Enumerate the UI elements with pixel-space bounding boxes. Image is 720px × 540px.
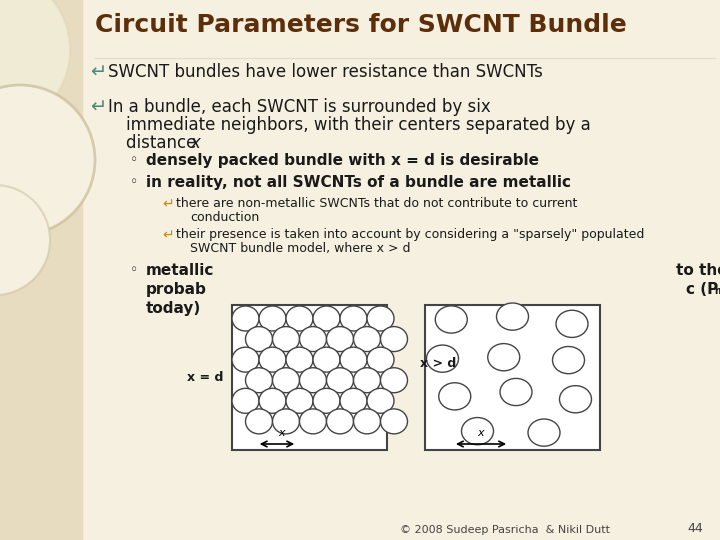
Ellipse shape [426,345,459,372]
Ellipse shape [313,347,340,372]
Ellipse shape [354,327,380,352]
Text: probab: probab [146,282,207,297]
Ellipse shape [462,417,493,445]
Ellipse shape [556,310,588,338]
Ellipse shape [487,343,520,371]
Ellipse shape [326,409,354,434]
Text: 44: 44 [687,522,703,535]
Ellipse shape [340,388,367,413]
Ellipse shape [380,409,408,434]
Text: x > d: x > d [420,357,456,370]
Ellipse shape [380,368,408,393]
Ellipse shape [259,388,286,413]
Text: x: x [190,134,200,152]
Bar [0,0,82,540]
Ellipse shape [300,368,326,393]
Ellipse shape [286,306,313,331]
Ellipse shape [528,419,560,446]
Bar [232,305,387,450]
Text: densely packed bundle with x = d is desirable: densely packed bundle with x = d is desi… [146,153,539,168]
Ellipse shape [340,347,367,372]
Ellipse shape [380,327,408,352]
Ellipse shape [313,388,340,413]
Text: ↵: ↵ [162,197,174,211]
Text: ↵: ↵ [90,98,107,117]
Ellipse shape [367,306,394,331]
Text: x: x [279,428,285,438]
Ellipse shape [232,388,259,413]
Ellipse shape [286,347,313,372]
Text: ↵: ↵ [90,63,107,82]
Text: SWCNT bundle model, where x > d: SWCNT bundle model, where x > d [190,242,410,255]
Text: today): today) [146,301,202,316]
Ellipse shape [246,368,272,393]
Ellipse shape [354,409,380,434]
Text: their presence is taken into account by considering a "sparsely" populated: their presence is taken into account by … [176,228,644,241]
Ellipse shape [497,303,528,330]
Ellipse shape [286,388,313,413]
Ellipse shape [340,306,367,331]
Text: metallic: metallic [146,263,215,278]
Text: Circuit Parameters for SWCNT Bundle: Circuit Parameters for SWCNT Bundle [95,13,626,37]
Ellipse shape [313,306,340,331]
Ellipse shape [272,368,300,393]
Text: there are non-metallic SWCNTs that do not contribute to current: there are non-metallic SWCNTs that do no… [176,197,577,210]
Ellipse shape [259,347,286,372]
Text: to the: to the [676,263,720,278]
Ellipse shape [232,347,259,372]
Ellipse shape [500,379,532,406]
Text: ◦: ◦ [130,153,138,167]
Circle shape [0,85,95,235]
Ellipse shape [246,409,272,434]
Ellipse shape [272,327,300,352]
Text: © 2008 Sudeep Pasricha  & Nikil Dutt: © 2008 Sudeep Pasricha & Nikil Dutt [400,525,610,535]
Text: ◦: ◦ [130,175,138,189]
Ellipse shape [552,347,585,374]
Text: m: m [714,286,720,296]
Ellipse shape [300,409,326,434]
Text: ↵: ↵ [162,228,174,242]
Ellipse shape [326,368,354,393]
Text: x = d: x = d [187,371,223,384]
Ellipse shape [367,347,394,372]
Text: c (P: c (P [686,282,719,297]
Ellipse shape [367,388,394,413]
Ellipse shape [232,306,259,331]
Text: SWCNT bundles have lower resistance than SWCNTs: SWCNT bundles have lower resistance than… [108,63,543,81]
Text: conduction: conduction [190,211,259,224]
Text: immediate neighbors, with their centers separated by a: immediate neighbors, with their centers … [126,116,590,134]
Ellipse shape [559,386,592,413]
Text: ◦: ◦ [130,263,138,277]
Ellipse shape [354,368,380,393]
Ellipse shape [272,409,300,434]
Text: In a bundle, each SWCNT is surrounded by six: In a bundle, each SWCNT is surrounded by… [108,98,491,116]
Ellipse shape [326,327,354,352]
Text: in reality, not all SWCNTs of a bundle are metallic: in reality, not all SWCNTs of a bundle a… [146,175,571,190]
Ellipse shape [246,327,272,352]
Ellipse shape [259,306,286,331]
Ellipse shape [438,383,471,410]
Circle shape [0,0,70,130]
Ellipse shape [300,327,326,352]
Text: x: x [477,428,484,438]
Circle shape [0,185,50,295]
Bar [232,305,387,450]
Bar [425,305,600,450]
Text: distance: distance [126,134,202,152]
Ellipse shape [436,306,467,333]
